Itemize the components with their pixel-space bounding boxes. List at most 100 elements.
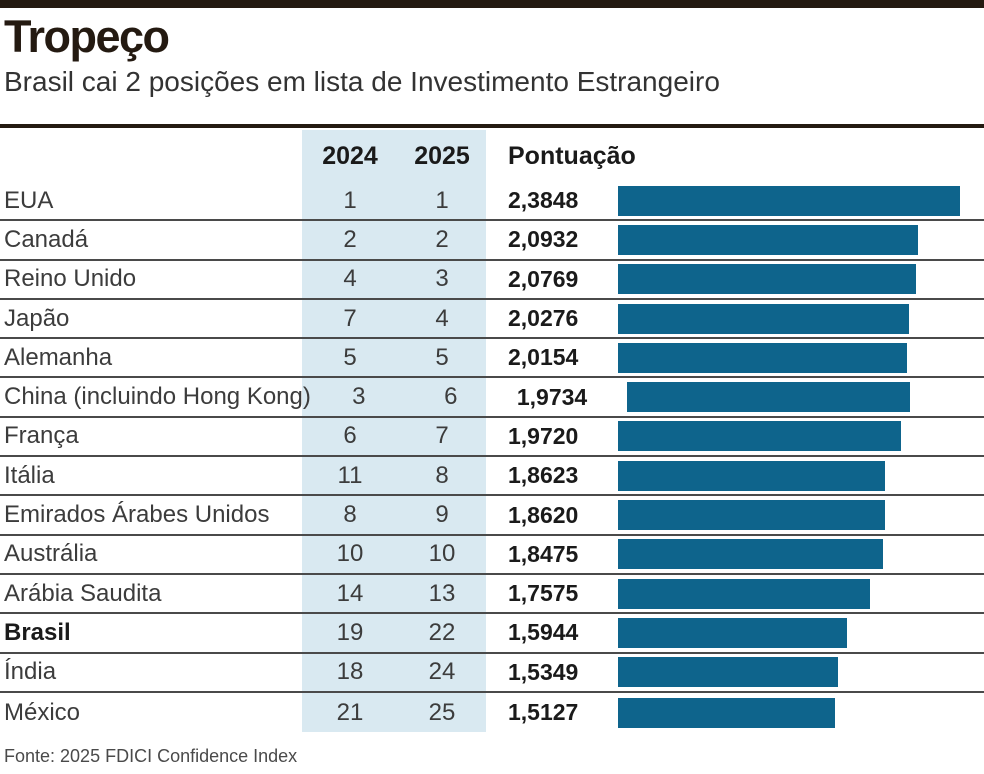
rank-2025: 24: [428, 658, 456, 686]
score-bar: [618, 421, 901, 452]
country-label: Arábia Saudita: [4, 579, 162, 607]
score-value: 1,9734: [516, 383, 588, 410]
table-row: Arábia Saudita 14 13 1,7575: [0, 575, 984, 615]
country-label: Índia: [4, 658, 57, 686]
score-bar-track: [618, 300, 960, 337]
rank-2024: 19: [336, 618, 364, 646]
table-row: Brasil 19 22 1,5944: [0, 614, 984, 654]
score-value: 1,5349: [508, 658, 579, 685]
score-value: 2,0932: [508, 226, 579, 253]
rank-2024: 1: [343, 186, 357, 214]
rank-2024: 5: [343, 343, 357, 371]
score-value: 1,8623: [508, 462, 579, 489]
score-value: 2,3848: [508, 187, 579, 214]
score-bar: [618, 697, 835, 728]
rank-2024: 8: [343, 501, 357, 529]
rank-2025: 4: [435, 304, 449, 332]
score-bar-track: [618, 261, 960, 298]
rank-2024: 3: [352, 383, 366, 411]
score-bar: [618, 264, 916, 295]
score-value: 1,8475: [508, 540, 579, 567]
score-bar: [626, 382, 910, 413]
country-label: Japão: [4, 304, 70, 332]
score-bar-track: [626, 378, 969, 415]
score-bar-track: [618, 418, 960, 455]
score-value: 1,8620: [508, 501, 579, 528]
ranking-table: 2024 2025 Pontuação EUA 1 1 2,3848 Canad…: [0, 130, 984, 732]
score-bar: [618, 460, 886, 491]
score-value: 2,0154: [508, 344, 579, 371]
rank-2024: 10: [336, 540, 364, 568]
score-bar: [618, 500, 886, 531]
score-bar-track: [618, 693, 960, 732]
header-divider-rule: [0, 124, 984, 128]
rank-2025: 25: [428, 698, 456, 726]
country-label: Canadá: [4, 225, 89, 253]
table-row: Austrália 10 10 1,8475: [0, 536, 984, 575]
rank-2024: 21: [336, 698, 364, 726]
score-bar-track: [618, 339, 960, 376]
score-bar: [618, 578, 871, 609]
score-value: 1,9720: [508, 422, 579, 449]
score-bar-track: [618, 457, 960, 494]
page-title: Tropeço: [4, 11, 170, 62]
score-value: 2,0276: [508, 305, 579, 332]
table-header-row: 2024 2025 Pontuação: [0, 130, 984, 182]
page-subtitle: Brasil cai 2 posições em lista de Invest…: [4, 66, 720, 97]
country-label: EUA: [4, 186, 54, 214]
rank-2025: 13: [428, 579, 456, 607]
score-bar: [618, 185, 960, 216]
score-bar-track: [618, 654, 960, 691]
score-bar: [618, 303, 909, 334]
table-row: França 6 7 1,9720: [0, 418, 984, 458]
table-row: EUA 1 1 2,3848: [0, 182, 984, 222]
country-label: Itália: [4, 461, 55, 489]
source-note: Fonte: 2025 FDICI Confidence Index: [4, 746, 298, 766]
rank-2025: 3: [435, 265, 449, 293]
table-row: Canadá 2 2 2,0932: [0, 221, 984, 261]
country-label: China (incluindo Hong Kong): [4, 383, 311, 411]
country-label: Brasil: [4, 618, 71, 646]
country-label: Emirados Árabes Unidos: [4, 501, 270, 529]
score-value: 1,5944: [508, 619, 579, 646]
score-bar-track: [618, 614, 960, 651]
score-bar-track: [618, 496, 960, 533]
score-value: 1,5127: [508, 699, 579, 725]
rank-2024: 2: [343, 225, 357, 253]
rank-2024: 4: [343, 265, 357, 293]
rank-2025: 1: [435, 186, 449, 214]
table-row: México 21 25 1,5127: [0, 693, 984, 732]
table-row: Itália 11 8 1,8623: [0, 457, 984, 497]
score-value: 1,7575: [508, 580, 579, 607]
country-label: México: [4, 698, 81, 726]
rank-2025: 22: [428, 618, 456, 646]
column-header-score: Pontuação: [508, 141, 636, 170]
score-value: 2,0769: [508, 265, 579, 292]
rank-2024: 6: [343, 422, 357, 450]
rank-2025: 8: [435, 461, 449, 489]
column-header-2024: 2024: [322, 141, 378, 170]
country-label: Austrália: [4, 540, 98, 568]
score-bar: [618, 539, 883, 570]
score-bar-track: [618, 182, 960, 219]
country-label: Alemanha: [4, 343, 113, 371]
table-row: Reino Unido 4 3 2,0769: [0, 261, 984, 300]
column-header-2025: 2025: [414, 141, 470, 170]
rank-2025: 9: [435, 501, 449, 529]
rank-2024: 18: [336, 658, 364, 686]
score-bar: [618, 224, 919, 255]
score-bar-track: [618, 536, 960, 573]
table-row: Emirados Árabes Unidos 8 9 1,8620: [0, 496, 984, 536]
rank-2024: 14: [336, 579, 364, 607]
rank-2024: 11: [337, 461, 363, 489]
table-row: Alemanha 5 5 2,0154: [0, 339, 984, 379]
table-row: Japão 7 4 2,0276: [0, 300, 984, 340]
score-bar-track: [618, 221, 960, 258]
country-label: França: [4, 422, 79, 450]
score-bar-track: [618, 575, 960, 612]
table-row: Índia 18 24 1,5349: [0, 654, 984, 693]
top-accent-bar: [0, 0, 984, 8]
country-label: Reino Unido: [4, 265, 137, 293]
rank-2025: 6: [444, 383, 458, 411]
